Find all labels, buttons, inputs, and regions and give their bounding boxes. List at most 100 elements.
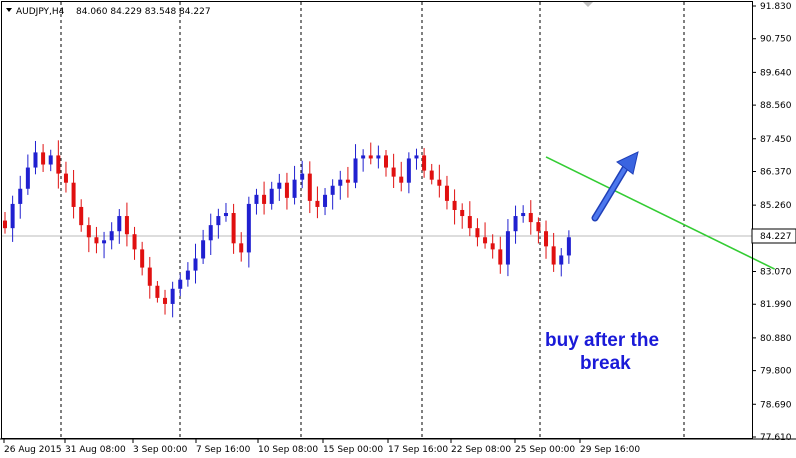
candle-body bbox=[201, 240, 206, 259]
x-tick-label: 22 Sep 08:00 bbox=[451, 445, 511, 455]
price-axis: 91.830 90.750 89.640 88.560 87.450 86.370 85.2… bbox=[752, 2, 792, 443]
candle-body bbox=[292, 179, 297, 198]
candle-body bbox=[178, 279, 183, 289]
candle-body bbox=[559, 255, 564, 265]
x-tick-label: 7 Sep 16:00 bbox=[196, 445, 251, 455]
annotation-line-2: break bbox=[580, 353, 631, 374]
candle-body bbox=[147, 267, 152, 286]
candle-body bbox=[18, 188, 23, 204]
candle-body bbox=[300, 173, 305, 180]
y-tick-label: 79.800 bbox=[760, 367, 792, 377]
y-tick-label: 78.690 bbox=[760, 400, 792, 410]
candle-body bbox=[422, 155, 427, 171]
candle-body bbox=[216, 216, 221, 226]
candle-body bbox=[246, 203, 251, 253]
candle-body bbox=[505, 231, 510, 265]
y-tick-label: 91.830 bbox=[760, 2, 792, 12]
x-tick-label: 15 Sep 00:00 bbox=[323, 445, 383, 455]
candle-body bbox=[269, 188, 274, 204]
candle-body bbox=[490, 243, 495, 250]
x-tick-label: 17 Sep 16:00 bbox=[388, 445, 448, 455]
annotation-line-1: buy after the bbox=[545, 330, 659, 351]
symbol-dropdown-icon[interactable] bbox=[6, 8, 12, 12]
x-tick-label: 29 Sep 16:00 bbox=[580, 445, 640, 455]
candles bbox=[3, 140, 571, 318]
candle-body bbox=[155, 285, 160, 298]
candle-body bbox=[429, 170, 434, 180]
candle-body bbox=[71, 182, 76, 207]
candle-body bbox=[163, 297, 168, 304]
y-tick-label: 87.450 bbox=[760, 135, 792, 145]
candle-body bbox=[361, 155, 366, 159]
candle-body bbox=[467, 216, 472, 229]
candle-body bbox=[185, 270, 190, 280]
plot-frame bbox=[1, 1, 753, 439]
candle-body bbox=[353, 158, 358, 183]
candle-body bbox=[193, 258, 198, 271]
y-tick-label: 88.560 bbox=[760, 101, 792, 111]
candle-body bbox=[48, 155, 53, 165]
candle-body bbox=[399, 176, 404, 183]
candle-body bbox=[262, 194, 267, 204]
candle-body bbox=[132, 234, 137, 250]
y-tick-label: 81.990 bbox=[760, 300, 792, 310]
x-tick-label: 25 Sep 00:00 bbox=[515, 445, 575, 455]
symbol-label: AUDJPY,H4 bbox=[16, 7, 65, 17]
trendline bbox=[545, 156, 775, 270]
candle-body bbox=[498, 249, 503, 265]
candle-body bbox=[483, 237, 488, 244]
candle-body bbox=[338, 179, 343, 186]
ohlc-values: 84.060 84.229 83.548 84.227 bbox=[76, 7, 211, 17]
y-tick-label: 77.610 bbox=[760, 433, 792, 443]
candle-body bbox=[140, 249, 145, 268]
x-tick-label: 3 Sep 00:00 bbox=[133, 445, 188, 455]
candle-body bbox=[25, 167, 30, 189]
candle-body bbox=[63, 173, 68, 183]
candle-body bbox=[41, 152, 46, 165]
candle-body bbox=[566, 237, 571, 256]
candle-body bbox=[86, 225, 91, 238]
candle-body bbox=[94, 237, 99, 244]
candle-body bbox=[124, 216, 129, 235]
x-tick-label: 31 Aug 08:00 bbox=[65, 445, 126, 455]
y-tick-label: 83.070 bbox=[760, 268, 792, 278]
candle-body bbox=[254, 194, 259, 204]
candle-body bbox=[79, 206, 84, 226]
candle-body bbox=[223, 213, 228, 217]
time-axis: 26 Aug 2015 31 Aug 08:00 3 Sep 00:00 7 Sep … bbox=[3, 439, 640, 455]
x-tick-label: 10 Sep 08:00 bbox=[258, 445, 318, 455]
candle-body bbox=[460, 209, 465, 217]
candle-body bbox=[102, 240, 107, 244]
shift-marker-icon[interactable] bbox=[583, 2, 593, 7]
candle-body bbox=[384, 155, 388, 168]
candle-body bbox=[528, 213, 533, 223]
candle-body bbox=[231, 213, 236, 244]
candle-body bbox=[345, 179, 350, 183]
candle-body bbox=[10, 203, 15, 229]
candle-body bbox=[513, 216, 518, 232]
candle-body bbox=[239, 243, 244, 253]
y-tick-label: 80.880 bbox=[760, 334, 792, 344]
candle-body bbox=[475, 228, 480, 238]
candle-body bbox=[117, 216, 122, 232]
candle-body bbox=[307, 173, 312, 201]
candle-body bbox=[323, 194, 328, 207]
candle-body bbox=[544, 231, 549, 247]
candle-body bbox=[3, 220, 7, 229]
current-price-label: 84.227 bbox=[760, 232, 792, 242]
grid bbox=[60, 2, 685, 438]
candle-body bbox=[109, 231, 114, 241]
candle-body bbox=[521, 213, 526, 217]
y-tick-label: 90.750 bbox=[760, 35, 792, 45]
candle-body bbox=[551, 246, 556, 265]
current-price-box bbox=[751, 228, 796, 244]
candle-body bbox=[208, 225, 213, 241]
candle-body bbox=[452, 200, 457, 210]
candle-body bbox=[170, 288, 175, 304]
candle-body bbox=[414, 155, 419, 159]
y-tick-label: 89.640 bbox=[760, 68, 792, 78]
candle-body bbox=[284, 182, 289, 198]
x-tick-label: 26 Aug 2015 bbox=[4, 445, 62, 455]
buy-arrow bbox=[591, 151, 639, 222]
